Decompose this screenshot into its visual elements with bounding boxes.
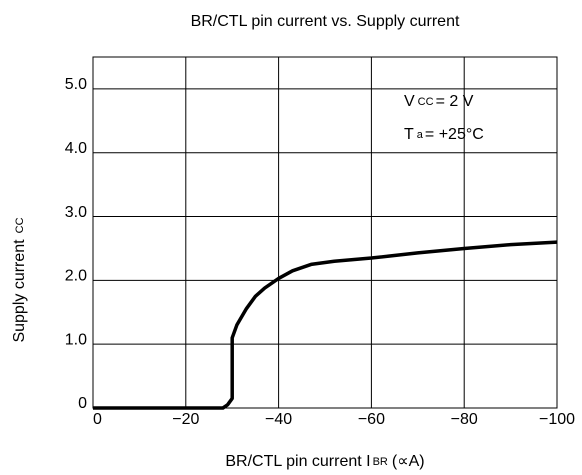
y-axis-label: Supply currentCC: [11, 217, 28, 342]
y-tick-label: 4.0: [65, 140, 87, 157]
x-tick-label: −40: [265, 411, 292, 428]
annotation-sub: a: [417, 129, 424, 141]
x-tick-label: −20: [172, 411, 199, 428]
y-tick-label: 1.0: [65, 331, 87, 348]
y-tick-label: 5.0: [65, 76, 87, 93]
y-tick-label: 2.0: [65, 268, 87, 285]
x-axis-label: BR/CTL pin current I BR (∝A): [225, 453, 424, 470]
x-tick-label: 0: [93, 411, 102, 428]
annotation-rest: = +25°C: [425, 126, 484, 143]
y-tick-label: 0: [78, 395, 87, 412]
annotation-sub: CC: [418, 96, 434, 108]
chart-title: BR/CTL pin current vs. Supply current: [191, 13, 460, 30]
annotation-main: T: [404, 126, 414, 143]
y-tick-label: 3.0: [65, 204, 87, 221]
x-tick-label: −80: [451, 411, 478, 428]
curve: [93, 240, 558, 410]
x-tick-label: −60: [358, 411, 385, 428]
x-tick-label: −100: [539, 411, 575, 428]
annotation-rest: = 2 V: [436, 93, 474, 110]
annotation: V CC = 2 V: [404, 93, 474, 110]
plot-frame: [92, 56, 558, 409]
annotation-main: V: [404, 93, 415, 110]
